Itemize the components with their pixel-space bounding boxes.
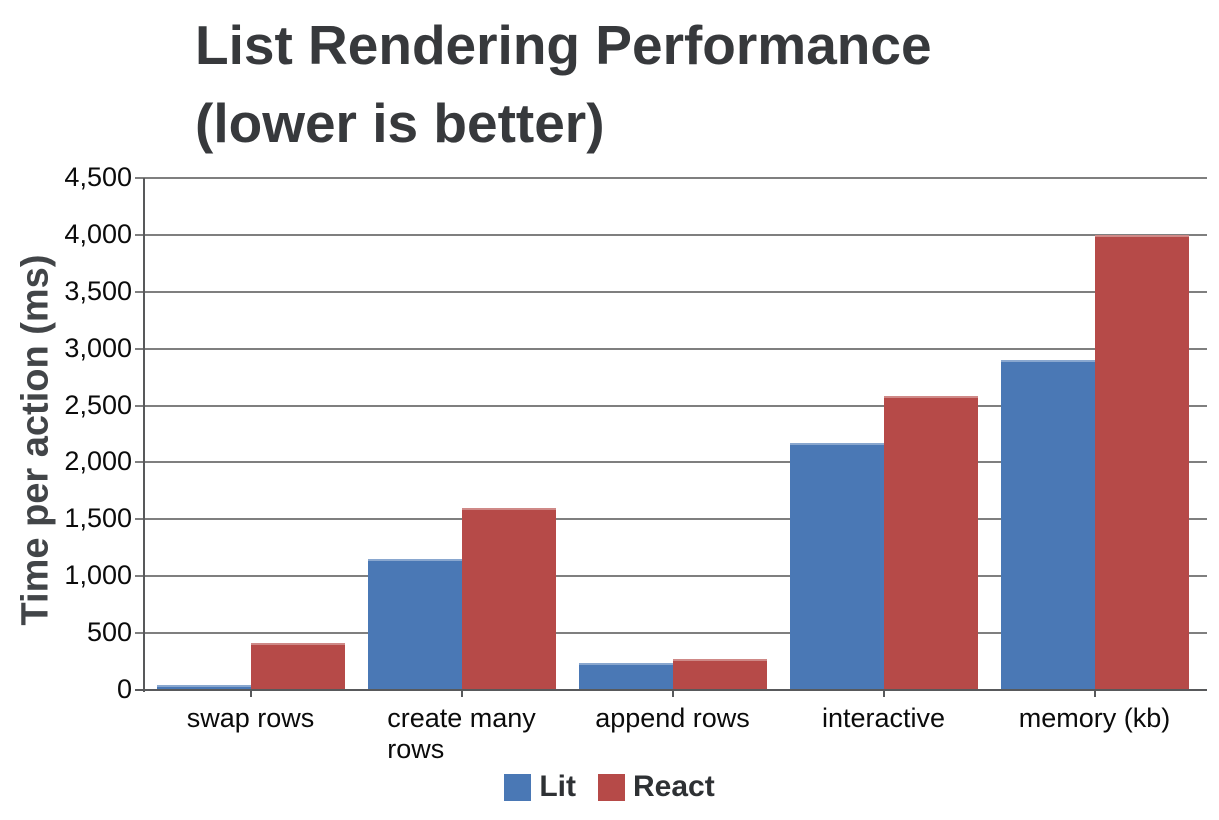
x-tick-memory-kb: [1093, 690, 1096, 697]
x-tick-swap-rows: [249, 690, 252, 697]
chart-title: List Rendering Performance (lower is bet…: [195, 6, 932, 162]
y-tick-label-2000: 2,000: [64, 446, 132, 477]
y-tick-label-1500: 1,500: [64, 503, 132, 534]
bar-lit-create-many-rows: [367, 559, 462, 690]
legend-item-lit: Lit: [504, 770, 576, 804]
x-category-label-create-many-rows: create many rows: [387, 703, 536, 765]
chart-title-line-2: (lower is better): [195, 92, 605, 154]
gridline-2500: [135, 404, 1207, 407]
gridline-1000: [135, 575, 1207, 578]
x-category-label-line: rows: [387, 734, 445, 764]
x-category-label-line: create many: [387, 703, 536, 733]
bar-lit-interactive: [789, 443, 884, 690]
y-tick-label-500: 500: [86, 617, 132, 648]
bar-react-memory-kb: [1094, 235, 1189, 690]
y-tick-label-3500: 3,500: [64, 275, 132, 306]
legend-label-react: React: [632, 770, 715, 803]
gridline-4000: [135, 233, 1207, 236]
gridline-2000: [135, 461, 1207, 464]
y-axis-line: [143, 178, 145, 692]
y-tick-label-3000: 3,000: [64, 332, 132, 363]
legend-swatch-react: [597, 773, 625, 801]
bar-react-create-many-rows: [461, 508, 556, 690]
y-tick-label-0: 0: [116, 674, 132, 704]
x-category-label-line: interactive: [821, 703, 946, 733]
x-category-label-interactive: interactive: [822, 703, 945, 734]
gridline-3000: [135, 347, 1207, 350]
bar-lit-append-rows: [578, 663, 673, 690]
legend-label-lit: Lit: [539, 770, 576, 803]
y-tick-label-2500: 2,500: [64, 389, 132, 420]
x-category-label-line: append rows: [595, 703, 750, 733]
y-tick-label-4000: 4,000: [64, 218, 132, 249]
legend-swatch-lit: [504, 773, 532, 801]
gridline-0: [135, 689, 1207, 691]
x-category-label-line: memory (kb): [1018, 703, 1171, 733]
gridline-1500: [135, 518, 1207, 521]
gridline-500: [135, 632, 1207, 635]
legend-item-react: React: [597, 770, 715, 804]
legend: Lit React: [0, 770, 1219, 804]
plot-area: [135, 177, 1207, 697]
x-category-label-swap-rows: swap rows: [187, 703, 315, 734]
bar-lit-memory-kb: [1000, 360, 1095, 690]
chart-title-line-1: List Rendering Performance: [195, 14, 932, 76]
x-category-label-memory-kb: memory (kb): [1019, 703, 1171, 734]
x-category-label-append-rows: append rows: [595, 703, 750, 734]
x-tick-interactive: [882, 690, 885, 697]
y-tick-label-1000: 1,000: [64, 560, 132, 591]
x-tick-create-many-rows: [460, 690, 463, 697]
gridline-3500: [135, 290, 1207, 293]
bar-react-append-rows: [672, 659, 767, 690]
x-tick-append-rows: [671, 690, 674, 697]
bar-react-interactive: [883, 396, 978, 690]
x-category-label-line: swap rows: [186, 703, 315, 733]
bar-lit-swap-rows: [156, 685, 251, 690]
y-tick-label-4500: 4,500: [64, 162, 132, 192]
bar-react-swap-rows: [250, 643, 345, 690]
gridline-4500: [135, 177, 1207, 179]
